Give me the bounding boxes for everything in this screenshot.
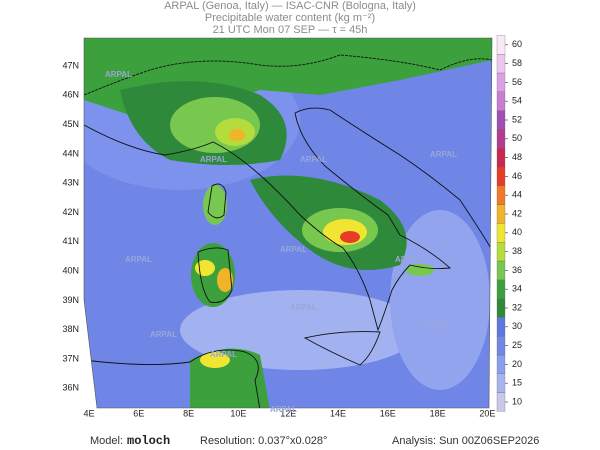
colorbar-label: 42 — [512, 208, 522, 218]
lat-label: 40N — [62, 265, 79, 275]
lat-label: 43N — [62, 178, 79, 188]
analysis-time: Analysis: Sun 00Z06SEP2026 — [392, 435, 539, 447]
header-line: ARPAL (Genoa, Italy) — ISAC-CNR (Bologna… — [164, 0, 416, 12]
colorbar-label: 38 — [512, 246, 522, 256]
field-blob — [203, 185, 227, 225]
lat-label: 44N — [62, 148, 79, 158]
colorbar-label: 46 — [512, 171, 522, 181]
lon-label: 6E — [133, 408, 144, 418]
lat-label: 47N — [62, 60, 79, 70]
colorbar-label: 48 — [512, 152, 522, 162]
colorbar-label: 30 — [512, 321, 522, 331]
watermark: ARPAL — [150, 330, 177, 339]
colorbar-swatch — [496, 148, 506, 168]
watermark: ARPAL — [290, 303, 317, 312]
lon-label: 18E — [430, 408, 446, 418]
field-blob — [340, 231, 360, 243]
border — [84, 54, 492, 96]
watermark: ARPAL — [105, 70, 132, 79]
colorbar-label: 44 — [512, 190, 522, 200]
colorbar-label: 15 — [512, 378, 522, 388]
colorbar-swatch — [496, 392, 506, 412]
watermark: ARPAL — [395, 255, 422, 264]
field-blob — [406, 264, 434, 276]
coastline — [303, 331, 381, 366]
lon-label: 8E — [183, 408, 194, 418]
colorbar-label: 25 — [512, 340, 522, 350]
coastline — [207, 183, 227, 219]
colorbar-label: 58 — [512, 58, 522, 68]
lon-label: 16E — [380, 408, 396, 418]
watermark: ARPAL — [420, 320, 447, 329]
lat-label: 42N — [62, 207, 79, 217]
colorbar-swatch — [496, 204, 506, 224]
coastline — [294, 107, 492, 251]
colorbar-label: 32 — [512, 302, 522, 312]
colorbar-label: 36 — [512, 265, 522, 275]
map — [83, 37, 493, 409]
header-line: Precipitable water content (kg m⁻²) — [205, 12, 375, 24]
colorbar-swatch — [496, 354, 506, 374]
field-blob — [229, 129, 245, 141]
header-line: 21 UTC Mon 07 SEP — τ = 45h — [213, 24, 368, 36]
coastline — [197, 247, 233, 303]
lon-label: 20E — [479, 408, 495, 418]
colorbar-swatch — [496, 260, 506, 280]
watermark: ARPAL — [210, 350, 237, 359]
colorbar-swatch — [496, 35, 506, 55]
lat-label: 39N — [62, 295, 79, 305]
watermark: ARPAL — [430, 150, 457, 159]
watermark: ARPAL — [200, 155, 227, 164]
coastline — [84, 349, 261, 408]
colorbar-label: 54 — [512, 96, 522, 106]
colorbar-swatch — [496, 223, 506, 243]
colorbar-swatch — [496, 298, 506, 318]
field-blob — [217, 268, 233, 292]
lon-label: 14E — [330, 408, 346, 418]
colorbar-swatch — [496, 317, 506, 337]
watermark: ARPAL — [270, 405, 297, 414]
footer-label: Model: — [90, 435, 123, 447]
colorbar-swatch — [496, 242, 506, 262]
map-frame — [83, 37, 493, 409]
colorbar-swatch — [496, 185, 506, 205]
colorbar-label: 60 — [512, 39, 522, 49]
model-name: moloch — [127, 434, 170, 448]
colorbar-label: 10 — [512, 396, 522, 406]
colorbar-swatch — [496, 279, 506, 299]
field-blob — [200, 352, 230, 368]
colorbar-swatch — [496, 72, 506, 92]
colorbar-swatch — [496, 54, 506, 74]
field-blob — [390, 210, 490, 390]
colorbar-swatch — [496, 373, 506, 393]
lon-label: 10E — [230, 408, 246, 418]
lat-label: 45N — [62, 119, 79, 129]
lat-label: 36N — [62, 383, 79, 393]
colorbar-swatch — [496, 91, 506, 111]
lat-label: 41N — [62, 236, 79, 246]
watermark: ARPAL — [300, 155, 327, 164]
colorbar-label: 50 — [512, 133, 522, 143]
colorbar-label: 56 — [512, 77, 522, 87]
lon-label: 4E — [83, 408, 94, 418]
colorbar-swatch — [496, 110, 506, 130]
colorbar-label: 52 — [512, 114, 522, 124]
colorbar-label: 34 — [512, 284, 522, 294]
colorbar-swatch — [496, 166, 506, 186]
colorbar-label: 40 — [512, 227, 522, 237]
resolution: Resolution: 0.037°x0.028° — [200, 435, 327, 447]
colorbar-swatch — [496, 129, 506, 149]
coastline — [84, 112, 452, 332]
colorbar-label: 20 — [512, 359, 522, 369]
watermark: ARPAL — [125, 255, 152, 264]
watermark: ARPAL — [280, 245, 307, 254]
lon-label: 12E — [280, 408, 296, 418]
colorbar-swatch — [496, 336, 506, 356]
lat-label: 38N — [62, 324, 79, 334]
lat-label: 46N — [62, 90, 79, 100]
field-blob — [195, 260, 215, 276]
lat-label: 37N — [62, 353, 79, 363]
